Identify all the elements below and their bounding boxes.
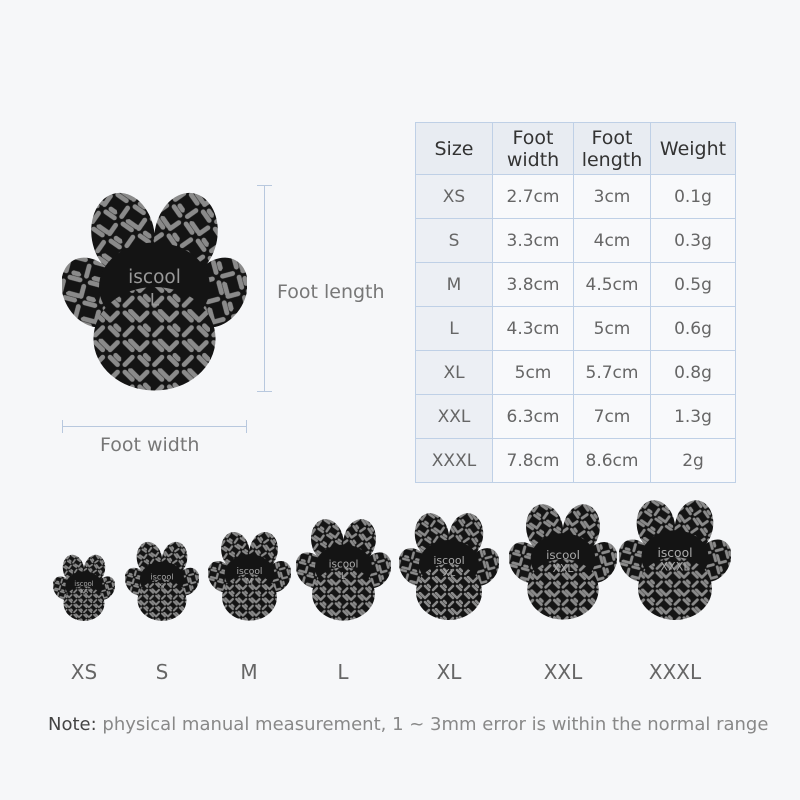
brand-logo: iscool xyxy=(150,571,173,581)
cell-weight: 2g xyxy=(650,438,736,483)
size-label-xxl: XXL xyxy=(543,660,583,684)
measurement-note: Note: physical manual measurement, 1 ~ 3… xyxy=(48,714,768,735)
paw-pad-xxxl: iscool XXXL xyxy=(619,499,731,626)
table-row: L 4.3cm 5cm 0.6g xyxy=(415,306,736,351)
size-label-s: S xyxy=(155,660,169,684)
table-row: XXXL 7.8cm 8.6cm 2g xyxy=(415,438,736,483)
size-table: Size Foot width Foot length Weight XS 2.7… xyxy=(415,122,736,483)
table-header-row: Size Foot width Foot length Weight xyxy=(415,122,736,175)
dimension-tick xyxy=(257,391,272,392)
size-label-xs: XS xyxy=(70,660,98,684)
size-label-xl: XL xyxy=(436,660,462,684)
size-mark: XS xyxy=(80,588,88,595)
size-mark: XXXL xyxy=(660,560,690,573)
cell-foot-length: 5cm xyxy=(573,306,651,351)
cell-weight: 0.8g xyxy=(650,350,736,395)
foot-width-dimension-line xyxy=(62,426,247,427)
size-mark: XXL xyxy=(553,562,574,575)
size-label-xxxl: XXXL xyxy=(648,660,702,684)
cell-size: S xyxy=(415,218,493,263)
cell-foot-width: 7.8cm xyxy=(492,438,574,483)
table-row: S 3.3cm 4cm 0.3g xyxy=(415,218,736,263)
brand-logo: iscool xyxy=(546,548,580,562)
size-mark: S xyxy=(160,581,165,590)
cell-foot-width: 6.3cm xyxy=(492,394,574,439)
cell-size: XXL xyxy=(415,394,493,439)
table-row: XS 2.7cm 3cm 0.1g xyxy=(415,174,736,219)
cell-foot-width: 4.3cm xyxy=(492,306,574,351)
foot-length-label: Foot length xyxy=(277,281,385,303)
cell-weight: 1.3g xyxy=(650,394,736,439)
note-prefix: Note: xyxy=(48,714,97,735)
header-weight: Weight xyxy=(650,122,736,175)
brand-logo: iscool xyxy=(74,580,93,588)
cell-size: XL xyxy=(415,350,493,395)
cell-size: M xyxy=(415,262,493,307)
cell-weight: 0.3g xyxy=(650,218,736,263)
cell-size: XXXL xyxy=(415,438,493,483)
brand-logo: iscool xyxy=(236,567,262,577)
cell-size: L xyxy=(415,306,493,351)
cell-foot-width: 5cm xyxy=(492,350,574,395)
size-label-m: M xyxy=(240,660,258,684)
paw-pad-m: iscool M xyxy=(208,531,291,626)
size-mark: XL xyxy=(443,568,456,579)
cell-weight: 0.6g xyxy=(650,306,736,351)
cell-foot-length: 7cm xyxy=(573,394,651,439)
dimension-tick xyxy=(62,420,63,433)
cell-foot-width: 2.7cm xyxy=(492,174,574,219)
header-size: Size xyxy=(415,122,493,175)
paw-pad-xl: iscool XL xyxy=(399,512,499,626)
cell-foot-length: 8.6cm xyxy=(573,438,651,483)
dimension-tick xyxy=(257,185,272,186)
cell-foot-width: 3.8cm xyxy=(492,262,574,307)
cell-foot-length: 4.5cm xyxy=(573,262,651,307)
header-foot-width: Foot width xyxy=(492,122,574,175)
brand-logo: iscool xyxy=(433,554,464,567)
brand-logo: iscool xyxy=(328,558,358,570)
size-label-l: L xyxy=(337,660,349,684)
table-row: XXL 6.3cm 7cm 1.3g xyxy=(415,394,736,439)
note-text: physical manual measurement, 1 ~ 3mm err… xyxy=(96,714,769,735)
table-row: XL 5cm 5.7cm 0.8g xyxy=(415,350,736,395)
paw-pad-xxl: iscool XXL xyxy=(509,503,617,626)
cell-foot-width: 3.3cm xyxy=(492,218,574,263)
cell-foot-length: 4cm xyxy=(573,218,651,263)
header-foot-length: Foot length xyxy=(573,122,651,175)
size-mark: L xyxy=(340,570,346,581)
brand-logo: iscool xyxy=(657,546,692,560)
paw-pad-xs: iscool XS xyxy=(53,554,115,626)
table-row: M 3.8cm 4.5cm 0.5g xyxy=(415,262,736,307)
cell-foot-length: 3cm xyxy=(573,174,651,219)
foot-width-label: Foot width xyxy=(100,434,200,456)
foot-length-dimension-line xyxy=(264,185,265,392)
size-mark: M xyxy=(245,576,252,586)
cell-size: XS xyxy=(415,174,493,219)
paw-pad-s: iscool S xyxy=(125,541,199,626)
cell-foot-length: 5.7cm xyxy=(573,350,651,395)
dimension-tick xyxy=(246,420,247,433)
paw-pad-large: iscool L xyxy=(62,185,247,400)
brand-logo: iscool xyxy=(128,267,181,288)
paw-pad-l: iscool L xyxy=(296,518,391,627)
cell-weight: 0.1g xyxy=(650,174,736,219)
size-mark: L xyxy=(150,290,160,309)
cell-weight: 0.5g xyxy=(650,262,736,307)
